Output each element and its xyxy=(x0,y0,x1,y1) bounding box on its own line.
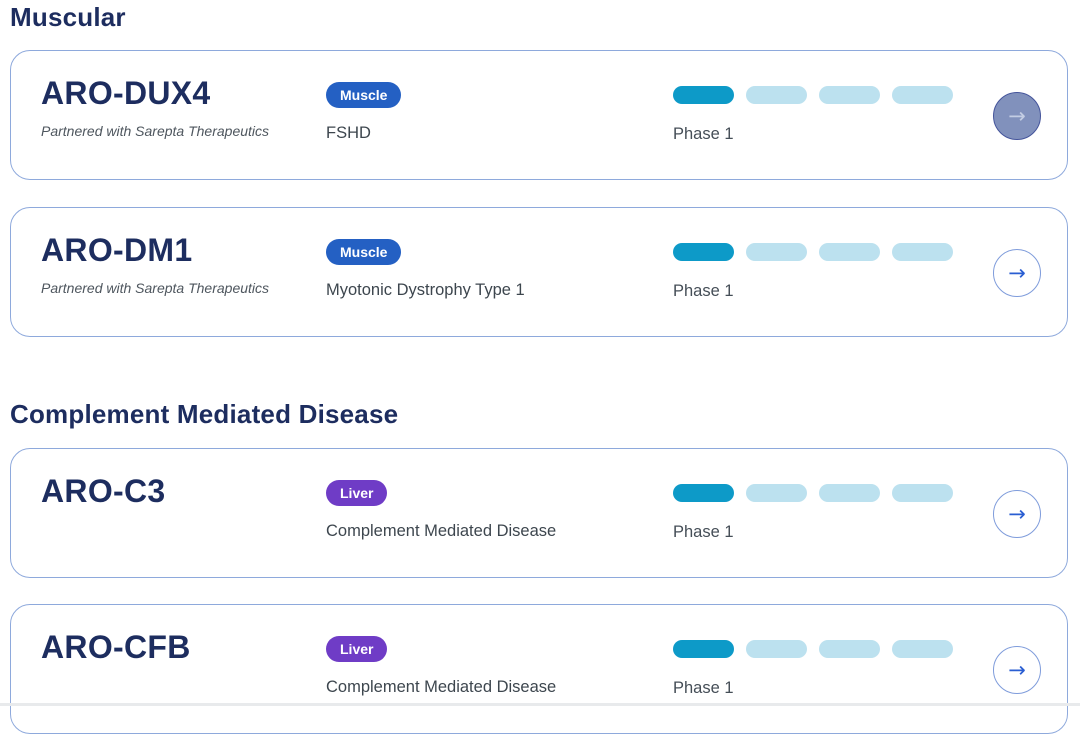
drug-name: ARO-DM1 xyxy=(41,232,193,268)
tissue-badge: Liver xyxy=(326,636,388,662)
phase-progress-bars xyxy=(673,640,953,658)
phase-pill xyxy=(673,640,734,658)
phase-progress-bars xyxy=(673,86,953,104)
tissue-badge: Liver xyxy=(326,480,388,506)
indication-label: Complement Mediated Disease xyxy=(326,678,557,696)
section-title-complement: Complement Mediated Disease xyxy=(10,399,399,429)
indication-label: Complement Mediated Disease xyxy=(326,522,557,540)
tissue-badge: Muscle xyxy=(326,239,402,265)
phase-pill xyxy=(746,86,807,104)
tissue-badge: Muscle xyxy=(326,82,402,108)
drug-name: ARO-C3 xyxy=(41,473,166,509)
phase-pill xyxy=(746,484,807,502)
indication-label: FSHD xyxy=(326,124,371,142)
phase-pill xyxy=(673,484,734,502)
partnership-note: Partnered with Sarepta Therapeutics xyxy=(41,280,270,296)
phase-pill xyxy=(892,484,953,502)
section-title-muscular: Muscular xyxy=(10,2,126,32)
indication-label: Myotonic Dystrophy Type 1 xyxy=(326,281,525,299)
card-phase-column: Phase 1 xyxy=(673,51,993,145)
phase-pill xyxy=(819,640,880,658)
card-phase-column: Phase 1 xyxy=(673,605,993,699)
card-phase-column: Phase 1 xyxy=(673,208,993,302)
phase-label: Phase 1 xyxy=(673,282,734,300)
pipeline-card-aro-cfb[interactable]: ARO-CFB Liver Complement Mediated Diseas… xyxy=(10,604,1068,734)
phase-label: Phase 1 xyxy=(673,125,734,143)
card-badge-column: Muscle Myotonic Dystrophy Type 1 xyxy=(326,208,673,301)
phase-pill xyxy=(746,640,807,658)
arrow-right-icon: → xyxy=(1008,657,1026,682)
phase-progress-bars xyxy=(673,243,953,261)
partnership-note: Partnered with Sarepta Therapeutics xyxy=(41,123,270,139)
phase-pill xyxy=(746,243,807,261)
phase-pill xyxy=(819,243,880,261)
arrow-right-icon: → xyxy=(1008,501,1026,526)
card-phase-column: Phase 1 xyxy=(673,449,993,543)
phase-progress-bars xyxy=(673,484,953,502)
card-name-column: ARO-CFB xyxy=(41,605,326,664)
arrow-right-icon: → xyxy=(1008,103,1026,128)
card-name-column: ARO-DUX4 Partnered with Sarepta Therapeu… xyxy=(41,51,326,140)
pipeline-card-aro-c3[interactable]: ARO-C3 Liver Complement Mediated Disease… xyxy=(10,448,1068,578)
phase-pill xyxy=(892,86,953,104)
pipeline-card-aro-dux4[interactable]: ARO-DUX4 Partnered with Sarepta Therapeu… xyxy=(10,50,1068,180)
card-badge-column: Liver Complement Mediated Disease xyxy=(326,449,673,542)
card-badge-column: Muscle FSHD xyxy=(326,51,673,144)
card-arrow-button[interactable]: → xyxy=(993,490,1041,538)
card-badge-column: Liver Complement Mediated Disease xyxy=(326,605,673,698)
pipeline-card-aro-dm1[interactable]: ARO-DM1 Partnered with Sarepta Therapeut… xyxy=(10,207,1068,337)
phase-pill xyxy=(673,86,734,104)
card-arrow-button[interactable]: → xyxy=(993,646,1041,694)
card-name-column: ARO-DM1 Partnered with Sarepta Therapeut… xyxy=(41,208,326,297)
drug-name: ARO-DUX4 xyxy=(41,75,211,111)
phase-pill xyxy=(892,243,953,261)
phase-pill xyxy=(819,86,880,104)
phase-label: Phase 1 xyxy=(673,523,734,541)
phase-pill xyxy=(819,484,880,502)
arrow-right-icon: → xyxy=(1008,260,1026,285)
drug-name: ARO-CFB xyxy=(41,629,191,665)
card-name-column: ARO-C3 xyxy=(41,449,326,508)
phase-pill xyxy=(673,243,734,261)
phase-pill xyxy=(892,640,953,658)
card-arrow-button[interactable]: → xyxy=(993,92,1041,140)
card-arrow-button[interactable]: → xyxy=(993,249,1041,297)
phase-label: Phase 1 xyxy=(673,679,734,697)
bottom-divider xyxy=(0,703,1080,706)
